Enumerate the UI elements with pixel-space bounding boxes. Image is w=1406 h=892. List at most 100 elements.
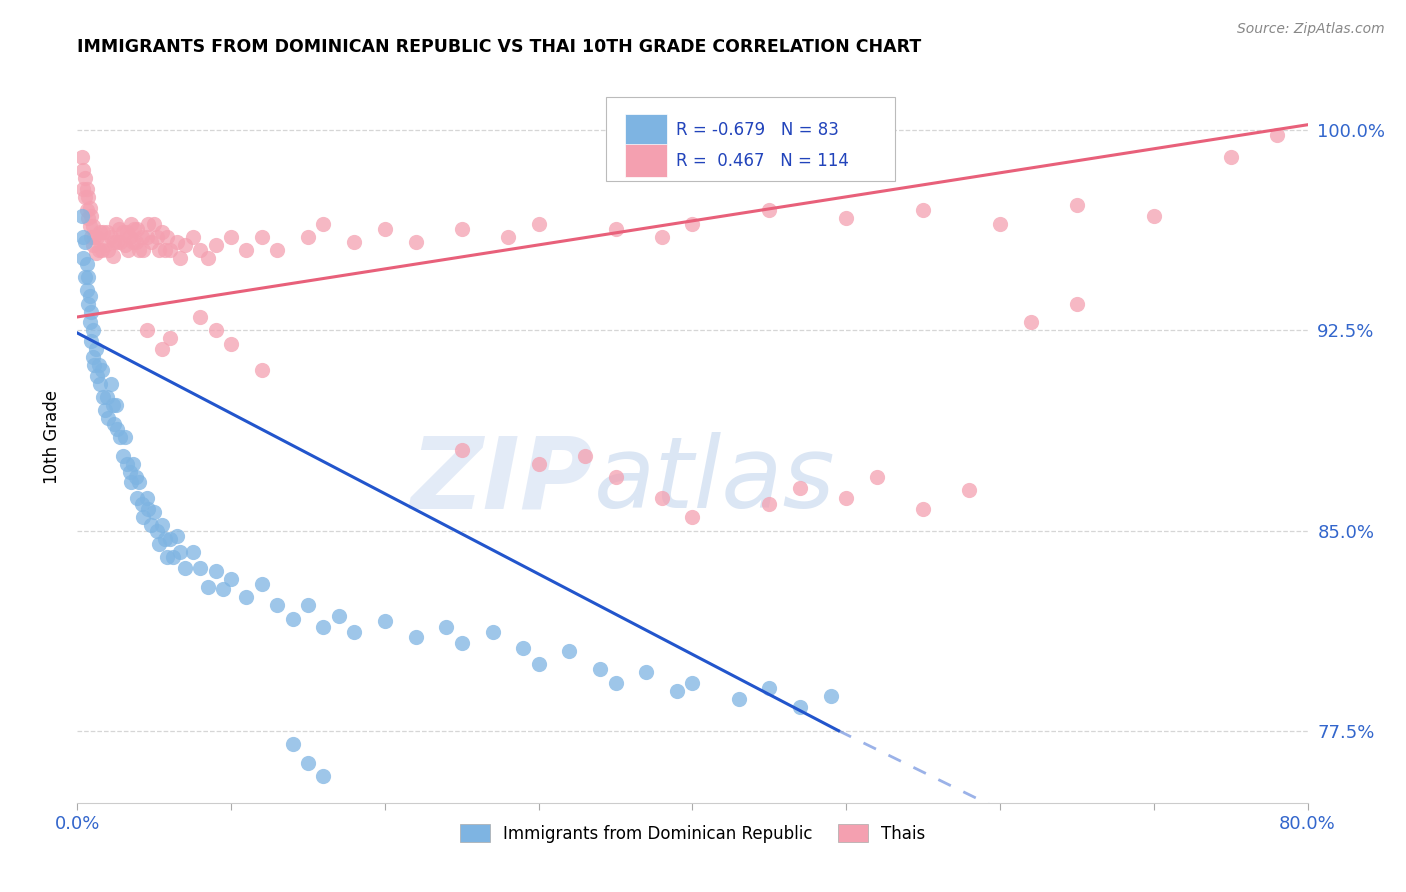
Point <box>789 699 811 714</box>
Point <box>136 217 159 231</box>
Point <box>112 449 135 463</box>
Point <box>79 201 101 215</box>
Point <box>374 614 396 628</box>
Point <box>188 310 212 324</box>
Point <box>188 244 212 258</box>
Point <box>110 430 132 444</box>
Point <box>312 217 335 231</box>
Point <box>114 238 136 252</box>
Point <box>79 315 101 329</box>
Point <box>97 244 120 258</box>
Point <box>281 612 304 626</box>
Point <box>76 203 98 218</box>
Point <box>80 334 103 348</box>
Point <box>77 269 100 284</box>
Point <box>204 238 226 252</box>
Point <box>90 244 114 258</box>
Point <box>235 244 257 258</box>
Point <box>159 532 181 546</box>
Point <box>127 491 149 506</box>
Point <box>159 244 181 258</box>
Point <box>727 691 749 706</box>
Point <box>574 449 596 463</box>
Point <box>188 561 212 575</box>
Point <box>115 457 138 471</box>
Point <box>405 630 427 644</box>
Point <box>103 235 125 250</box>
Point <box>103 417 125 431</box>
Point <box>86 230 108 244</box>
Point <box>150 342 173 356</box>
Point <box>94 238 117 252</box>
Point <box>197 580 219 594</box>
Point <box>73 235 96 250</box>
Point <box>297 599 319 613</box>
Point <box>120 475 142 490</box>
Point <box>70 209 93 223</box>
Point <box>146 230 169 244</box>
Point <box>101 398 124 412</box>
Point <box>118 465 141 479</box>
Point <box>343 624 366 639</box>
Point <box>86 368 108 383</box>
Point <box>682 217 704 231</box>
Point <box>90 363 114 377</box>
Point <box>162 550 184 565</box>
FancyBboxPatch shape <box>606 97 896 181</box>
Point <box>758 497 780 511</box>
Point <box>1265 128 1288 143</box>
Point <box>682 675 704 690</box>
Point <box>181 230 204 244</box>
Point <box>1066 198 1088 212</box>
Point <box>101 248 124 262</box>
Point <box>450 222 472 236</box>
Point <box>820 689 842 703</box>
Point <box>83 230 105 244</box>
FancyBboxPatch shape <box>624 145 666 177</box>
Point <box>758 203 780 218</box>
Point <box>117 244 139 258</box>
Point <box>250 363 273 377</box>
Point <box>118 230 141 244</box>
Point <box>169 545 191 559</box>
Point <box>558 643 581 657</box>
Point <box>374 222 396 236</box>
Point <box>141 235 163 250</box>
Point <box>141 518 163 533</box>
Point <box>496 230 519 244</box>
Point <box>219 230 242 244</box>
Point <box>72 163 94 178</box>
Point <box>297 756 319 770</box>
Point <box>82 323 104 337</box>
Point <box>72 251 94 265</box>
Point <box>481 624 503 639</box>
Point <box>122 222 145 236</box>
Point <box>93 225 115 239</box>
Point <box>146 524 169 538</box>
Point <box>166 529 188 543</box>
Point <box>110 235 132 250</box>
Point <box>758 681 780 695</box>
Point <box>281 737 304 751</box>
Point <box>212 582 235 597</box>
Text: ZIP: ZIP <box>411 433 595 530</box>
Point <box>153 532 176 546</box>
Point <box>76 182 98 196</box>
Point <box>174 238 197 252</box>
Point <box>789 481 811 495</box>
Point <box>79 288 101 302</box>
Point <box>108 222 131 236</box>
Point <box>957 483 980 498</box>
Point <box>527 657 550 671</box>
Point <box>80 230 103 244</box>
Point <box>1066 296 1088 310</box>
Text: Source: ZipAtlas.com: Source: ZipAtlas.com <box>1237 22 1385 37</box>
Point <box>143 217 166 231</box>
Point <box>682 510 704 524</box>
Point <box>250 577 273 591</box>
Point <box>153 244 176 258</box>
Point <box>73 190 96 204</box>
Point <box>266 599 288 613</box>
Point <box>77 190 100 204</box>
Point <box>181 545 204 559</box>
